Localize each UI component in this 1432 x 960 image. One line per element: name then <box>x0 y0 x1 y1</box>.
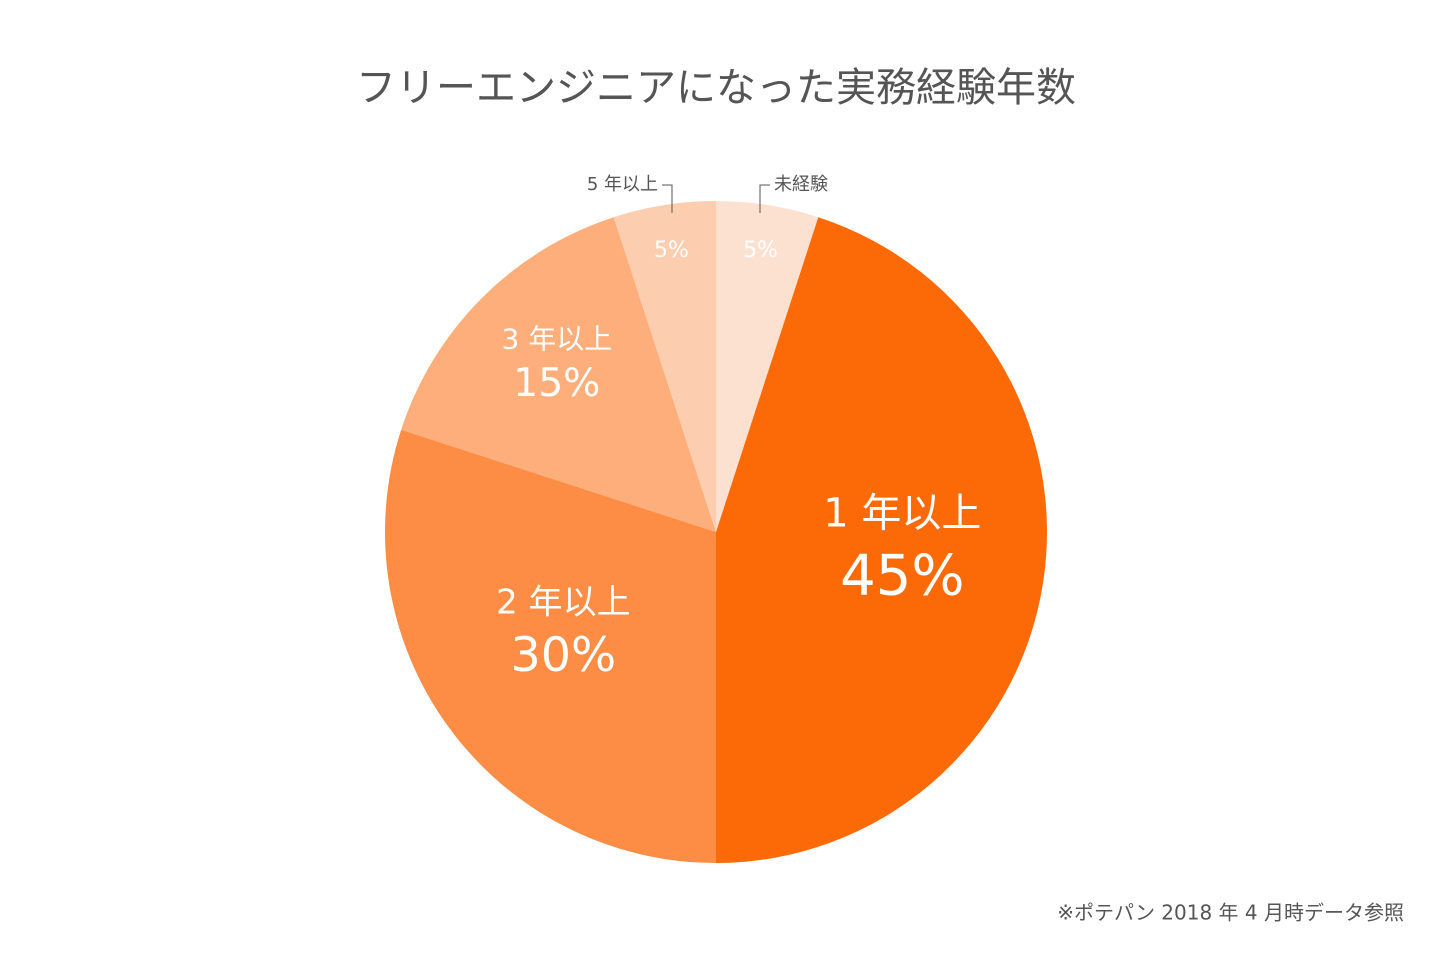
chart-title: フリーエンジニアになった実務経験年数 <box>356 65 1076 111</box>
source-note: ※ポテパン 2018 年 4 月時データ参照 <box>1057 901 1404 925</box>
slice-category-label: 5 年以上 <box>587 174 658 195</box>
leader-line <box>662 184 673 213</box>
pie-slice <box>401 217 716 532</box>
pie-slice <box>613 201 716 532</box>
slice-category-label: 未経験 <box>774 174 828 195</box>
pie-slice <box>716 201 819 532</box>
leader-line <box>759 184 770 213</box>
slice-value-label: 30% <box>510 628 616 683</box>
slice-value-label: 45% <box>840 544 964 609</box>
pie-slice <box>716 217 1047 863</box>
slice-category-label: 1 年以上 <box>823 491 981 537</box>
slice-value-label: 5% <box>654 238 689 263</box>
pie-slice <box>384 429 716 863</box>
slice-category-label: 2 年以上 <box>496 582 630 622</box>
slice-value-label: 15% <box>513 361 600 406</box>
slice-value-label: 5% <box>743 238 778 263</box>
slice-category-label: 3 年以上 <box>501 323 612 356</box>
